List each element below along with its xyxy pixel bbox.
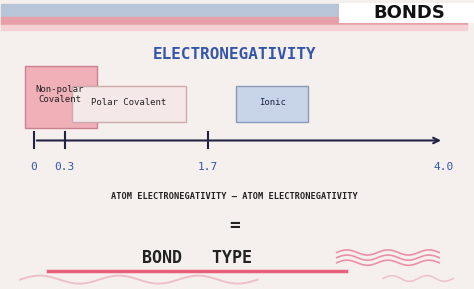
Text: =: = <box>229 217 240 235</box>
Bar <box>1 4 467 17</box>
FancyBboxPatch shape <box>236 86 308 122</box>
Text: ELECTRONEGATIVITY: ELECTRONEGATIVITY <box>153 47 316 62</box>
Text: Polar Covalent: Polar Covalent <box>91 98 166 107</box>
Text: 1.7: 1.7 <box>198 162 219 172</box>
FancyBboxPatch shape <box>339 3 474 23</box>
FancyBboxPatch shape <box>72 86 186 122</box>
Text: 0.3: 0.3 <box>55 162 75 172</box>
FancyBboxPatch shape <box>25 66 97 128</box>
Text: 0: 0 <box>31 162 37 172</box>
Text: Ionic: Ionic <box>259 98 286 107</box>
Text: ATOM ELECTRONEGATIVITY — ATOM ELECTRONEGATIVITY: ATOM ELECTRONEGATIVITY — ATOM ELECTRONEG… <box>111 192 357 201</box>
Text: Non-polar
Covalent: Non-polar Covalent <box>36 85 84 105</box>
Text: BONDS: BONDS <box>373 4 445 22</box>
Bar <box>1 17 467 25</box>
Text: 4.0: 4.0 <box>434 162 454 172</box>
Text: BOND   TYPE: BOND TYPE <box>142 249 252 267</box>
Bar <box>1 25 467 30</box>
